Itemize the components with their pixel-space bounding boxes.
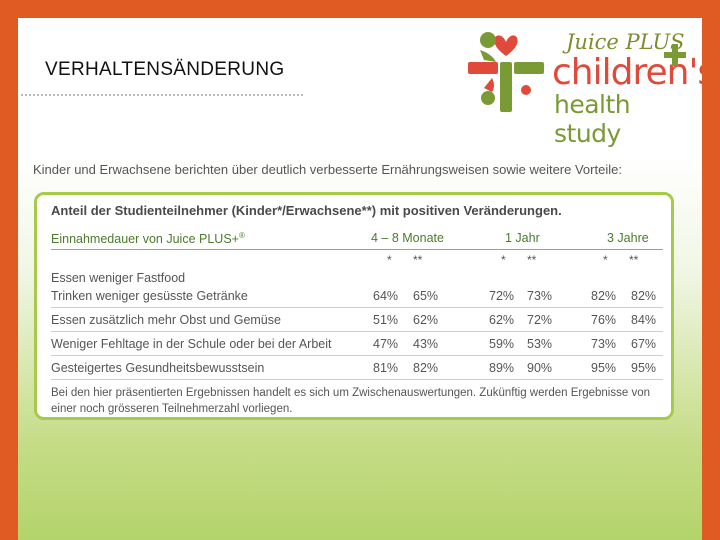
juice-plus-wordmark: Juice PLUS [566,30,685,54]
table-cell: 51% [373,313,399,327]
table-cell: 65% [413,289,439,303]
period-header-3: 3 Jahre [607,231,649,245]
header-label: Einnahmedauer von Juice PLUS+® [51,231,245,246]
table-cell: 81% [373,361,399,375]
table-cell: 82% [631,289,657,303]
subheader-children: * [501,253,506,267]
period-header-1: 4 – 8 Monate [371,231,444,245]
table-cell: 67% [631,337,657,351]
subheader-children: * [603,253,608,267]
table-cell: 82% [413,361,439,375]
table-cell: 95% [591,361,617,375]
footnote: Bei den hier präsentierten Ergebnissen h… [51,387,650,415]
table-cell: 72% [489,289,515,303]
table-cell: 64% [373,289,399,303]
table-cell: 84% [631,313,657,327]
row-divider [51,307,663,308]
row-label: Essen zusätzlich mehr Obst und Gemüse [51,313,281,327]
table-cell: 62% [413,313,439,327]
subheader-adults: ** [413,253,423,267]
table-cell: 43% [413,337,439,351]
subheader-adults: ** [629,253,639,267]
table-cell: 47% [373,337,399,351]
table-cell: 59% [489,337,515,351]
card-title: Anteil der Studienteilnehmer (Kinder*/Er… [51,203,562,218]
table-cell: 90% [527,361,553,375]
results-card: Anteil der Studienteilnehmer (Kinder*/Er… [34,192,674,420]
header-label-text: Einnahmedauer von Juice PLUS+ [51,232,239,247]
title-divider [21,94,303,96]
subheader-adults: ** [527,253,537,267]
slide: VERHALTENSÄNDERUNG Juice PLUS children's… [18,18,702,540]
childrens-health-study-logo: Juice PLUS children's health study [462,24,702,148]
row-label: Gesteigertes Gesundheitsbewusstsein [51,361,265,375]
plus-icon [664,44,686,66]
row-label: Trinken weniger gesüsste Getränke [51,289,248,303]
row-divider [51,379,663,380]
logo-health-study-text: health study [554,90,631,148]
period-header-2: 1 Jahr [505,231,540,245]
table-cell: 82% [591,289,617,303]
table-cell: 89% [489,361,515,375]
table-cell: 72% [527,313,553,327]
intro-text: Kinder und Erwachsene berichten über deu… [33,162,622,177]
header-label-sup: ® [238,231,245,240]
table-cell: 53% [527,337,553,351]
table-cell: 73% [591,337,617,351]
family-cross-icon [468,32,544,112]
row-divider [51,355,663,356]
row-divider [51,331,663,332]
slide-title: VERHALTENSÄNDERUNG [45,59,285,80]
table-cell: 73% [527,289,553,303]
table-cell: 76% [591,313,617,327]
table-cell: 95% [631,361,657,375]
row-label: Essen weniger Fastfood [51,271,186,285]
row-label: Weniger Fehltage in der Schule oder bei … [51,337,332,351]
subheader-children: * [387,253,392,267]
header-divider [51,249,663,250]
table-cell: 62% [489,313,515,327]
